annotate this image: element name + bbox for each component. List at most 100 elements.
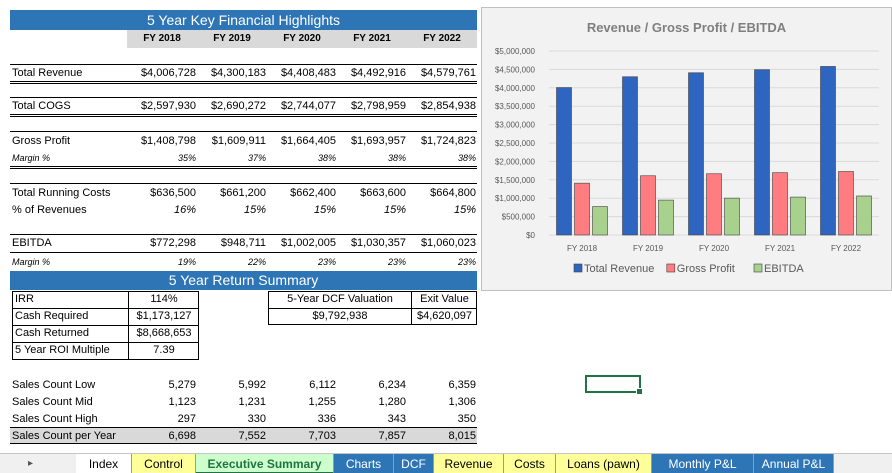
sheet-tab-index[interactable]: Index — [76, 454, 132, 473]
legend-label: EBITDA — [764, 263, 804, 275]
y-tick-label: $2,000,000 — [495, 157, 536, 166]
ebitda-margin-value: 23% — [387, 257, 406, 267]
sales-total-label: Sales Count per Year — [12, 430, 116, 442]
ebitda-value: $1,002,005 — [280, 237, 336, 249]
sales-total-value: 7,703 — [308, 430, 336, 442]
sales-mid-value: 1,123 — [168, 396, 196, 408]
sheet-tab-annual-p-l[interactable]: Annual P&L — [754, 454, 834, 473]
row-border — [12, 308, 199, 309]
gp-margin-value: 38% — [457, 153, 476, 163]
y-tick-label: $0 — [526, 231, 535, 240]
running-costs-value: $663,600 — [360, 187, 406, 199]
ebitda-margin-value: 22% — [247, 257, 266, 267]
sheet-tab-monthly-p-l[interactable]: Monthly P&L — [652, 454, 754, 473]
revenue-value: $4,006,728 — [140, 67, 196, 79]
sheet-tab-dcf[interactable]: DCF — [394, 454, 434, 473]
ebitda-value: $772,298 — [150, 237, 196, 249]
row-border — [10, 131, 477, 132]
sales-high-value: 350 — [457, 413, 476, 425]
sheet-tab-bar: ▸ Index Control Executive Summary Charts DCF… — [0, 453, 892, 473]
pct-revenues-value: 15% — [243, 204, 266, 216]
cogs-value: $2,744,077 — [280, 100, 336, 112]
scroll-right-icon[interactable]: ▸ — [28, 458, 34, 469]
selected-cell[interactable] — [585, 375, 643, 395]
sales-mid-value: 1,255 — [308, 396, 336, 408]
y-tick-label: $500,000 — [502, 213, 536, 222]
bar — [790, 196, 806, 236]
running-costs-value: $636,500 — [150, 187, 196, 199]
bar — [592, 206, 608, 236]
gross-profit-value: $1,724,823 — [420, 135, 476, 147]
sheet-tab-executive-summary[interactable]: Executive Summary — [196, 454, 334, 473]
row-border — [10, 97, 477, 98]
ebitda-margin-value: 19% — [177, 257, 196, 267]
gross-profit-value: $1,693,957 — [350, 135, 406, 147]
legend-swatch — [666, 263, 676, 273]
x-tick-label: FY 2020 — [699, 244, 730, 253]
y-tick-label: $1,000,000 — [495, 194, 536, 203]
sales-low-value: 5,992 — [238, 379, 266, 391]
sales-low-value: 6,112 — [309, 379, 336, 391]
y-tick-label: $2,500,000 — [495, 139, 536, 148]
cash-returned-label: Cash Returned — [15, 327, 89, 339]
row-border — [12, 342, 199, 343]
running-costs-label: Total Running Costs — [12, 187, 111, 199]
cogs-value: $2,798,959 — [350, 100, 406, 112]
bar — [724, 197, 740, 236]
cogs-value: $2,690,272 — [210, 100, 266, 112]
year-header: FY 2021 — [337, 30, 407, 48]
y-tick-label: $4,000,000 — [495, 84, 536, 93]
x-tick-label: FY 2018 — [567, 244, 598, 253]
sales-low-value: 6,359 — [448, 379, 476, 391]
chart-plot: $0 $500,000 $1,000,000 $1,500,000 $2,000,000… — [495, 47, 879, 275]
gp-margin-value: 38% — [387, 153, 406, 163]
revenue-chart[interactable]: Revenue / Gross Profit / EBITDA $0 $500,0… — [481, 7, 892, 291]
cogs-label: Total COGS — [12, 100, 71, 112]
year-header: FY 2018 — [127, 30, 197, 48]
gross-profit-value: $1,408,798 — [140, 135, 196, 147]
sales-high-value: 297 — [177, 413, 196, 425]
ebitda-margin-value: 23% — [457, 257, 476, 267]
ebitda-value: $1,060,023 — [420, 237, 476, 249]
sales-high-value: 330 — [247, 413, 266, 425]
bar — [856, 195, 872, 236]
chart-title: Revenue / Gross Profit / EBITDA — [586, 20, 787, 35]
sheet-tab-control[interactable]: Control — [132, 454, 196, 473]
irr-value: 114% — [150, 293, 178, 305]
revenue-label: Total Revenue — [12, 67, 83, 79]
gross-profit-value: $1,664,405 — [280, 135, 336, 147]
irr-label: IRR — [15, 293, 34, 305]
row-border — [10, 114, 477, 117]
highlights-title: 5 Year Key Financial Highlights — [10, 10, 477, 30]
ebitda-value: $948,711 — [220, 237, 266, 249]
sales-total-value: 7,857 — [378, 430, 406, 442]
sales-total-value: 8,015 — [448, 430, 476, 442]
pct-revenues-label: % of Revenues — [12, 204, 87, 216]
sales-low-value: 6,234 — [378, 379, 406, 391]
bar — [658, 199, 674, 236]
pct-revenues-value: 15% — [383, 204, 406, 216]
row-border — [10, 252, 477, 253]
sales-low-label: Sales Count Low — [12, 379, 96, 391]
gp-margin-label: Margin % — [12, 153, 51, 163]
revenue-value: $4,300,183 — [210, 67, 266, 79]
sheet-tab-loans-pawn[interactable]: Loans (pawn) — [556, 454, 652, 473]
gp-margin-value: 37% — [247, 153, 266, 163]
pct-revenues-value: 15% — [313, 204, 336, 216]
bar — [706, 173, 722, 236]
revenue-value: $4,492,916 — [350, 67, 406, 79]
roi-multiple-value: 7.39 — [153, 344, 175, 356]
sales-total-value: 6,698 — [168, 430, 196, 442]
y-tick-label: $4,500,000 — [495, 65, 536, 74]
sheet-tab-charts[interactable]: Charts — [334, 454, 394, 473]
legend-label: Total Revenue — [584, 263, 654, 275]
sheet-tab-revenue[interactable]: Revenue — [434, 454, 504, 473]
row-border — [10, 234, 477, 235]
revenue-value: $4,579,761 — [420, 67, 476, 79]
year-header: FY 2022 — [407, 30, 477, 48]
bar — [640, 175, 656, 236]
year-header: FY 2020 — [267, 30, 337, 48]
cash-required-value: $1,173,127 — [136, 310, 192, 322]
dcf-label: 5-Year DCF Valuation — [287, 293, 393, 305]
sheet-tab-costs[interactable]: Costs — [504, 454, 556, 473]
